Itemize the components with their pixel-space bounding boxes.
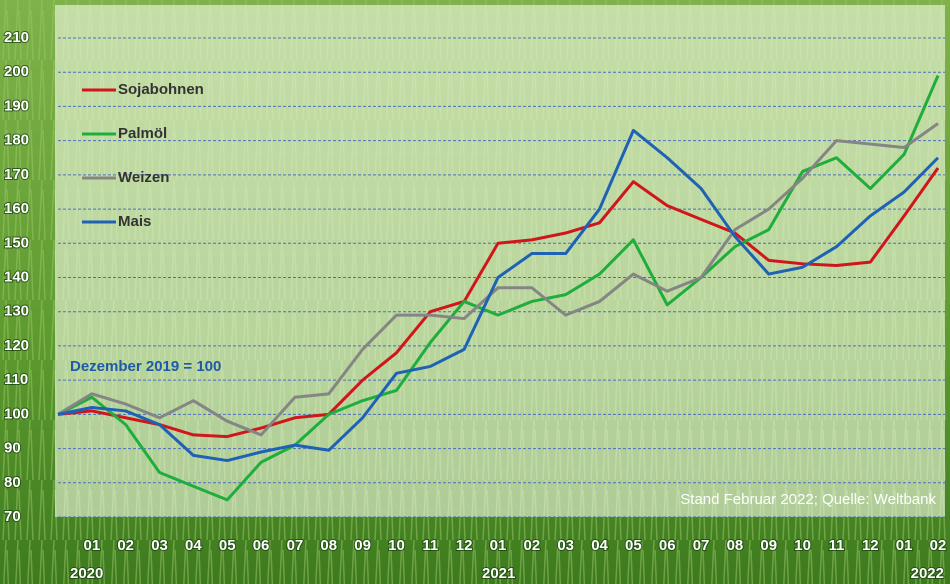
x-tick-label: 09	[354, 537, 371, 554]
x-tick-label: 03	[557, 537, 574, 554]
series-line	[57, 128, 940, 463]
y-tick-label: 70	[4, 508, 21, 525]
x-tick-label: 10	[388, 537, 405, 554]
x-tick-label: 05	[219, 537, 236, 554]
annotation: Dezember 2019 = 100	[70, 358, 221, 375]
y-tick-label: 180	[4, 132, 29, 149]
y-tick-label: 170	[4, 166, 29, 183]
plot-area	[55, 5, 945, 517]
y-tick-label: 80	[4, 474, 21, 491]
y-tick-label: 150	[4, 234, 29, 251]
x-tick-label: 11	[422, 537, 438, 554]
x-tick-label: 02	[117, 537, 134, 554]
x-tick-label: 04	[591, 537, 608, 554]
legend-label: Palmöl	[118, 125, 167, 142]
x-tick-label: 09	[760, 537, 777, 554]
x-tick-label: 06	[659, 537, 676, 554]
y-tick-label: 160	[4, 200, 29, 217]
year-label: 2020	[70, 565, 103, 582]
x-tick-label: 05	[625, 537, 642, 554]
y-tick-label: 100	[4, 405, 29, 422]
legend-label: Sojabohnen	[118, 81, 204, 98]
source: Stand Februar 2022; Quelle: Weltbank	[680, 491, 936, 508]
year-label: 2022	[911, 565, 944, 582]
y-tick-label: 90	[4, 440, 21, 457]
y-tick-label: 110	[4, 371, 28, 388]
x-tick-label: 12	[862, 537, 879, 554]
series-line	[57, 122, 939, 437]
x-tick-label: 02	[524, 537, 541, 554]
y-tick-label: 120	[4, 337, 29, 354]
y-tick-label: 190	[4, 97, 29, 114]
y-tick-label: 130	[4, 303, 29, 320]
year-label: 2021	[482, 565, 515, 582]
legend-label: Weizen	[118, 169, 169, 186]
x-tick-label: 01	[896, 537, 913, 554]
x-tick-label: 02	[930, 537, 947, 554]
x-tick-label: 03	[151, 537, 168, 554]
x-tick-label: 04	[185, 537, 202, 554]
y-tick-label: 140	[4, 268, 29, 285]
x-tick-label: 01	[490, 537, 507, 554]
x-tick-label: 08	[320, 537, 337, 554]
x-tick-label: 08	[727, 537, 744, 554]
x-tick-label: 11	[829, 537, 845, 554]
series-line	[57, 75, 940, 502]
x-tick-label: 07	[693, 537, 710, 554]
x-tick-label: 01	[84, 537, 101, 554]
y-tick-label: 210	[4, 29, 29, 46]
x-tick-label: 10	[794, 537, 811, 554]
y-tick-label: 200	[4, 63, 29, 80]
legend-label: Mais	[118, 213, 151, 230]
x-tick-label: 07	[287, 537, 304, 554]
x-tick-label: 06	[253, 537, 270, 554]
x-tick-label: 12	[456, 537, 473, 554]
series-line	[57, 167, 940, 439]
